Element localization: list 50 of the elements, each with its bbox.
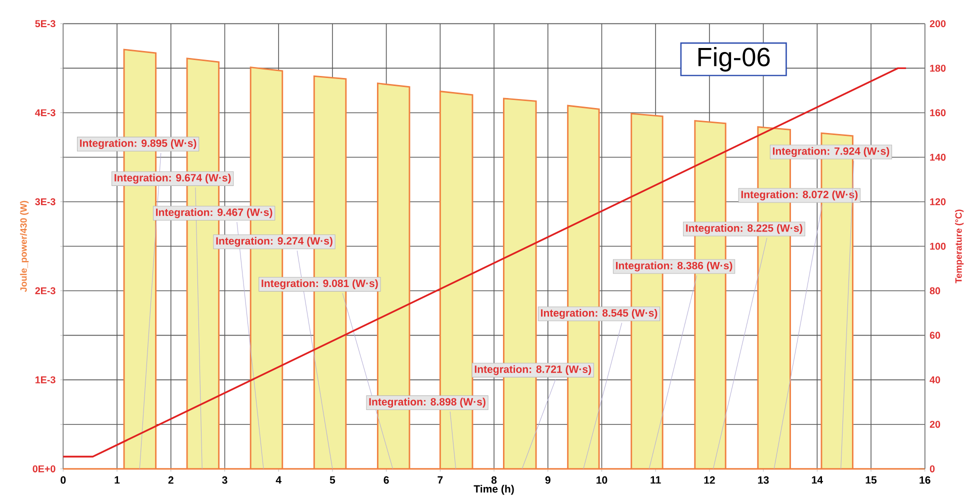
annotation: Integration: 9.467 (W·s)	[156, 208, 272, 218]
x-tick-label: 13	[758, 476, 769, 484]
y2-tick-label: 200	[930, 20, 946, 27]
y-tick-label: 3E-3	[35, 198, 56, 206]
x-tick-label: 16	[920, 476, 930, 484]
y2-tick-label: 40	[930, 376, 940, 384]
x-tick-label: 14	[812, 476, 823, 484]
y-tick-label: 2E-3	[35, 287, 56, 294]
x-tick-label: 12	[704, 476, 715, 484]
x-tick-label: 10	[596, 476, 608, 484]
y2-tick-label: 180	[930, 64, 946, 72]
x-tick-label: 8	[491, 476, 497, 484]
y2-tick-label: 140	[930, 154, 946, 161]
annotation: Integration: 8.545 (W·s)	[541, 308, 658, 319]
x-tick-label: 6	[384, 476, 389, 484]
y2-tick-label: 20	[930, 420, 940, 428]
x-tick-label: 4	[276, 476, 282, 484]
annotation: Integration: 9.274 (W·s)	[216, 236, 332, 247]
y2-tick-label: 0	[930, 465, 935, 472]
y-axis-title: Joule_power/430 (W)	[20, 200, 29, 292]
y2-tick-label: 60	[930, 332, 940, 339]
x-tick-label: 0	[60, 476, 66, 484]
x-tick-label: 11	[650, 476, 661, 484]
y2-axis-title: Temperature (°C)	[955, 209, 964, 284]
x-tick-label: 15	[866, 476, 877, 484]
annotation: Integration: 8.386 (W·s)	[616, 261, 732, 272]
y-tick-label: 1E-3	[35, 376, 56, 384]
annotation: Integration: 8.225 (W·s)	[686, 224, 802, 234]
annotation: Integration: 9.081 (W·s)	[262, 279, 378, 289]
x-tick-label: 2	[168, 476, 174, 484]
annotation: Integration: 9.674 (W·s)	[114, 174, 231, 184]
x-axis-title: Time (h)	[474, 484, 514, 495]
annotation: Integration: 8.898 (W·s)	[369, 398, 486, 408]
y2-tick-label: 100	[930, 242, 946, 250]
y2-tick-label: 120	[930, 198, 946, 206]
annotation: Integration: 8.721 (W·s)	[474, 365, 592, 375]
y-tick-label: 4E-3	[35, 109, 56, 116]
annotation: Fig-06	[698, 46, 770, 72]
y2-tick-label: 160	[930, 109, 946, 116]
annotation: Integration: 9.895 (W·s)	[80, 138, 196, 149]
x-tick-label: 5	[330, 476, 336, 484]
annotation: Integration: 7.924 (W·s)	[772, 146, 890, 157]
x-tick-label: 7	[438, 476, 443, 484]
y-tick-label: 0E+0	[32, 465, 56, 472]
y2-tick-label: 80	[930, 287, 940, 294]
x-tick-label: 9	[545, 476, 550, 484]
x-tick-label: 3	[222, 476, 228, 484]
annotation: Integration: 8.072 (W·s)	[741, 190, 858, 200]
y-tick-label: 5E-3	[35, 20, 56, 27]
x-tick-label: 1	[114, 476, 120, 484]
